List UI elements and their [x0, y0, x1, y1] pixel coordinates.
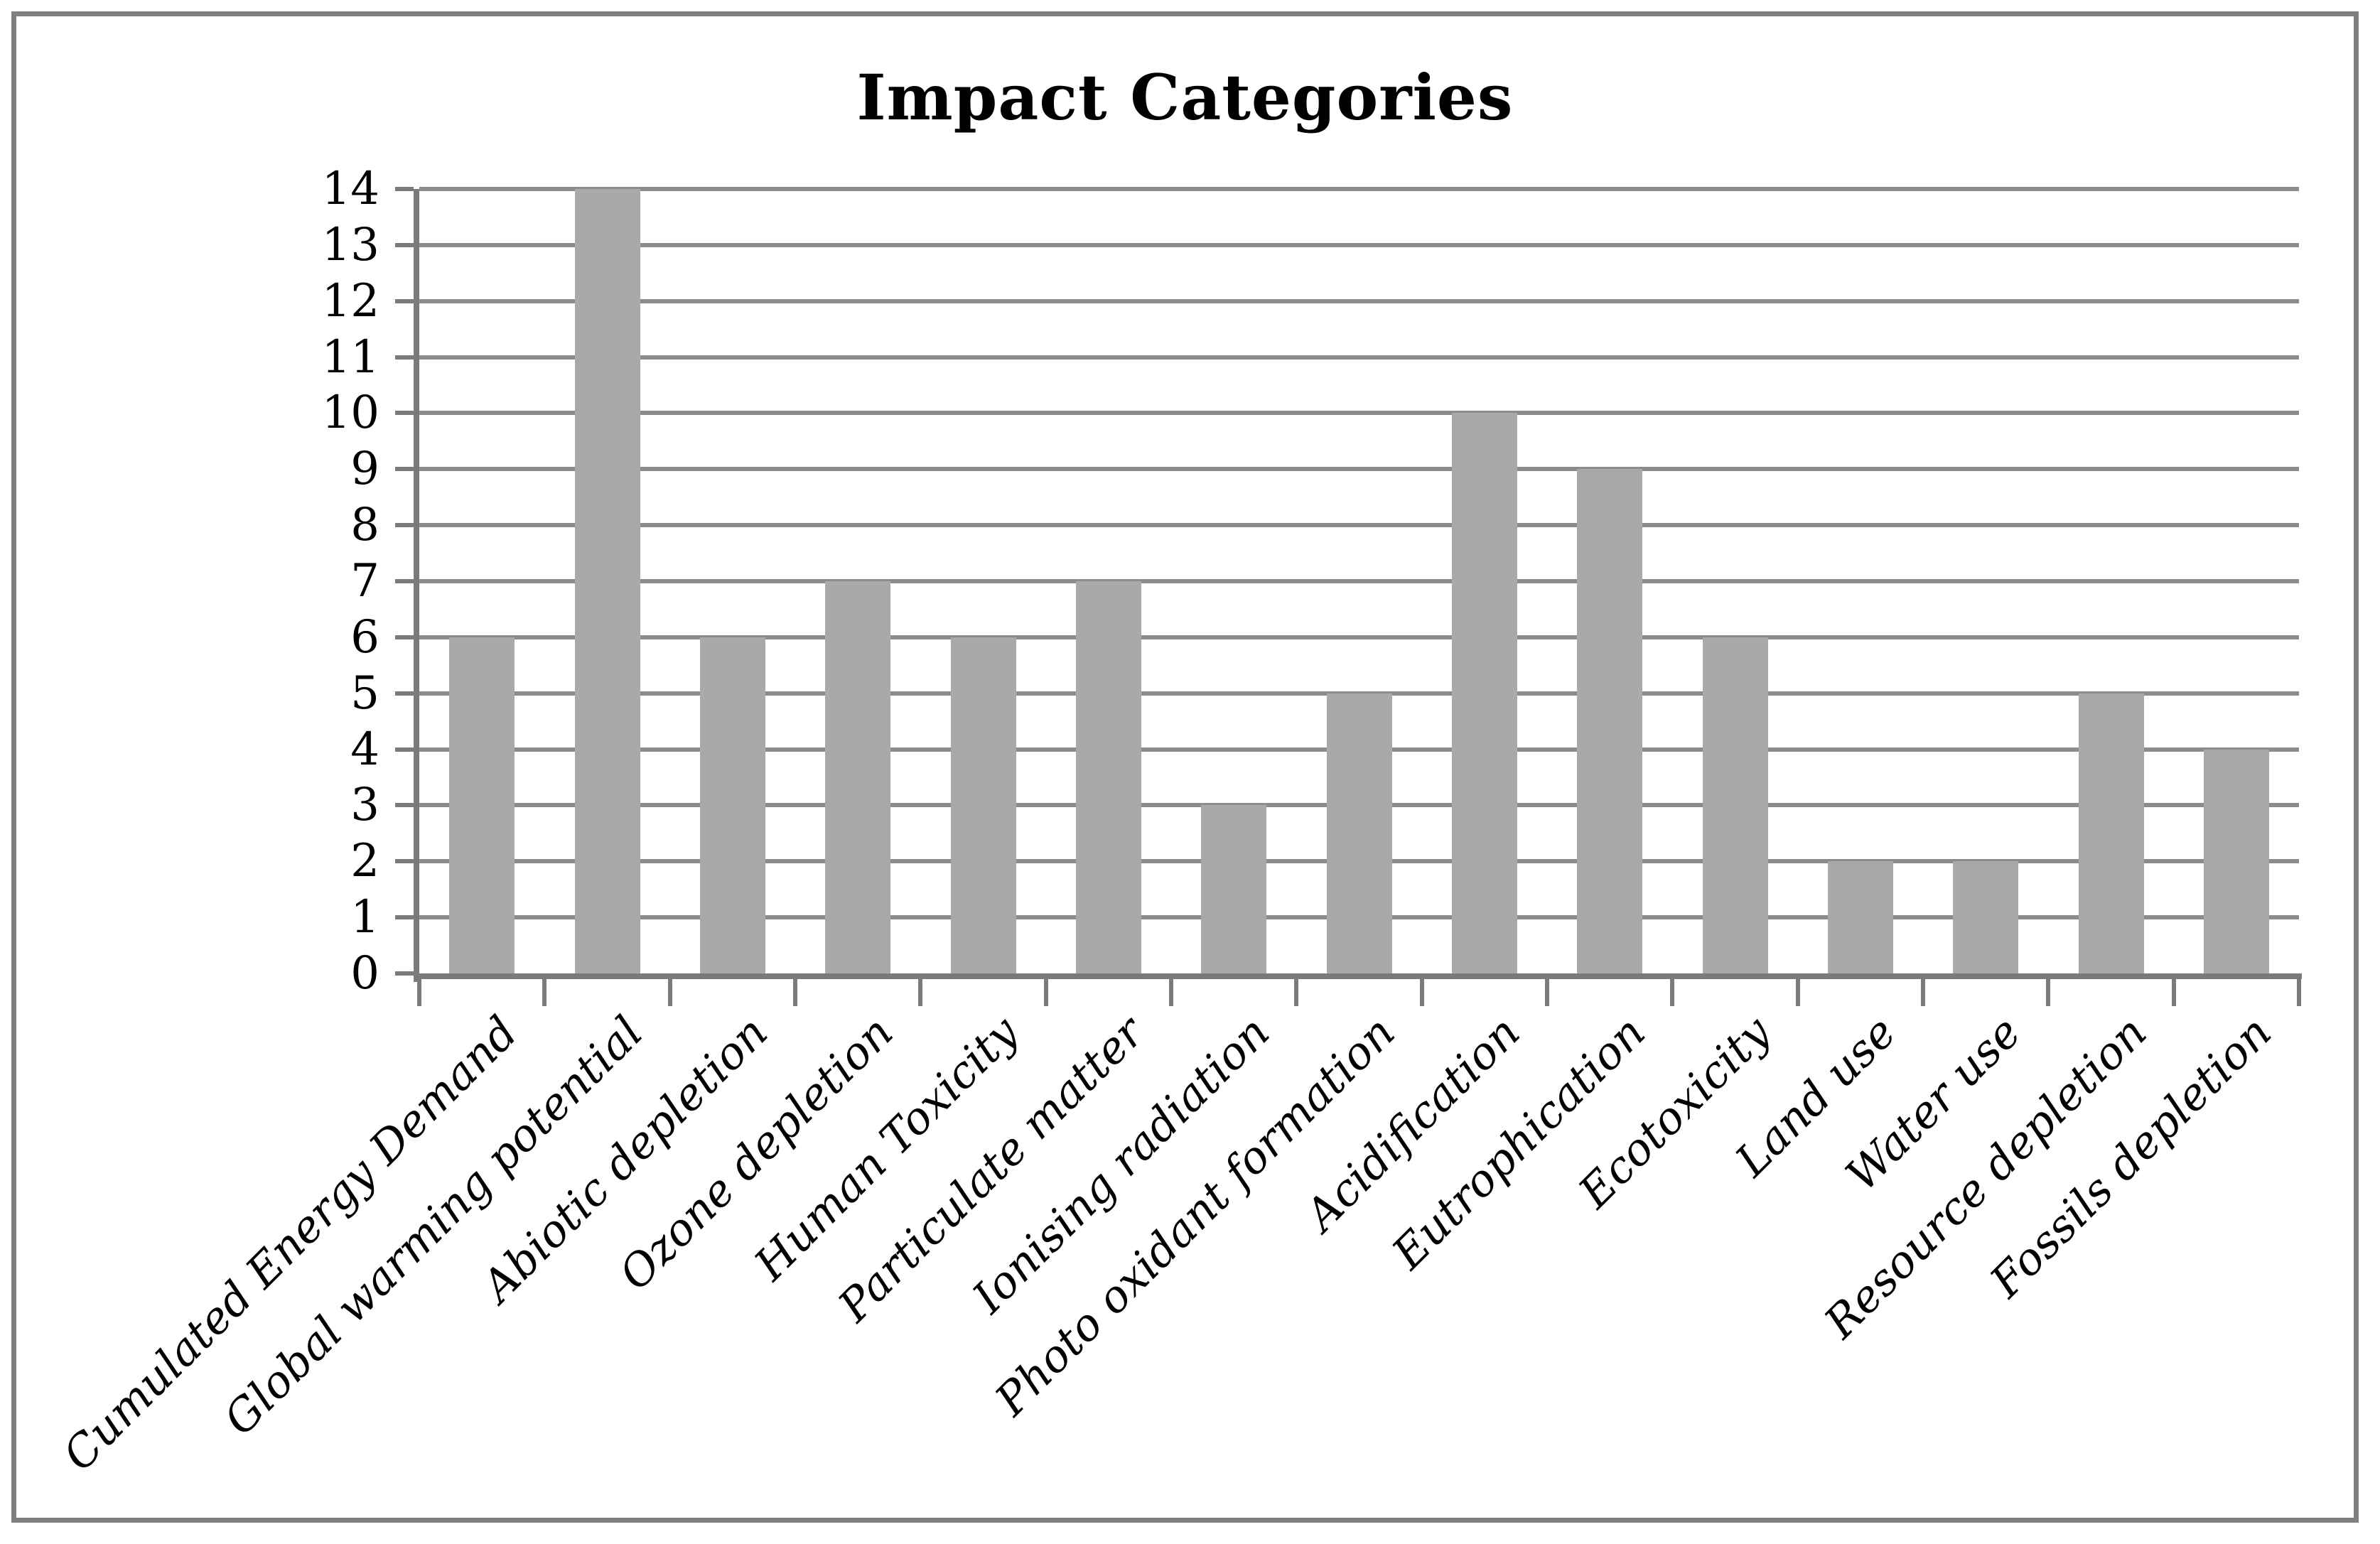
y-tick-7 — [395, 579, 414, 583]
y-tick-9 — [395, 467, 414, 472]
x-tick-15 — [2297, 979, 2301, 1006]
bar-fossils-depletion — [2203, 749, 2269, 973]
x-tick-10 — [1670, 979, 1675, 1006]
bar-particulate-matter — [1075, 581, 1141, 973]
y-tick-1 — [395, 915, 414, 920]
bar-resource-depletion — [2078, 693, 2144, 973]
bar-ozone-depletion — [825, 581, 891, 973]
y-axis-line — [414, 189, 419, 982]
bar-ecotoxicity — [1702, 637, 1768, 973]
gridline-y-11 — [419, 355, 2299, 360]
gridline-y-7 — [419, 579, 2299, 583]
y-tick-2 — [395, 859, 414, 864]
y-axis-label: 10 — [321, 387, 379, 440]
y-tick-12 — [395, 298, 414, 303]
gridline-y-12 — [419, 298, 2299, 303]
y-axis-label: 9 — [350, 443, 379, 496]
y-axis-label: 5 — [350, 666, 379, 720]
x-tick-1 — [542, 979, 547, 1006]
chart-title: Impact Categories — [856, 60, 1514, 134]
bar-ionising-radiation — [1201, 805, 1267, 973]
x-tick-8 — [1419, 979, 1424, 1006]
gridline-y-6 — [419, 635, 2299, 639]
x-tick-4 — [918, 979, 923, 1006]
x-tick-7 — [1294, 979, 1299, 1006]
bar-acidification — [1451, 413, 1517, 973]
y-axis-label: 12 — [321, 274, 379, 328]
x-tick-12 — [1921, 979, 1925, 1006]
gridline-y-10 — [419, 411, 2299, 416]
gridline-y-8 — [419, 523, 2299, 528]
y-axis-label: 8 — [350, 499, 379, 552]
x-axis-label-cumulated-energy-demand: Cumulated Energy Demand — [52, 1006, 527, 1481]
x-axis-line — [414, 973, 2302, 979]
bar-eutrophication — [1577, 469, 1643, 973]
x-tick-13 — [2046, 979, 2051, 1006]
x-tick-9 — [1545, 979, 1549, 1006]
x-axis-label-acidification: Acidification — [1295, 1006, 1530, 1241]
y-tick-3 — [395, 803, 414, 808]
x-tick-11 — [1795, 979, 1800, 1006]
y-axis-label: 13 — [321, 218, 379, 271]
y-axis-label: 1 — [350, 891, 379, 944]
figure-frame: Impact Categories 0 1 2 3 4 5 6 7 8 9 10 11 12 13 14 Cu… — [11, 11, 2359, 1523]
y-tick-14 — [395, 187, 414, 191]
y-tick-8 — [395, 523, 414, 528]
x-tick-2 — [667, 979, 672, 1006]
x-tick-3 — [793, 979, 797, 1006]
bar-land-use — [1827, 861, 1893, 973]
bar-cumulated-energy-demand — [449, 637, 515, 973]
y-tick-5 — [395, 691, 414, 696]
y-axis-label: 3 — [350, 779, 379, 832]
y-axis-label: 0 — [350, 947, 379, 1000]
gridline-y-13 — [419, 242, 2299, 247]
bar-human-toxicity — [950, 637, 1016, 973]
y-axis-label: 2 — [350, 835, 379, 888]
y-axis-label: 7 — [350, 555, 379, 608]
bar-water-use — [1953, 861, 2019, 973]
y-tick-4 — [395, 747, 414, 752]
y-axis-label: 4 — [350, 723, 379, 776]
bar-abiotic-depletion — [699, 637, 765, 973]
y-tick-11 — [395, 355, 414, 360]
x-tick-14 — [2171, 979, 2176, 1006]
x-tick-6 — [1169, 979, 1173, 1006]
y-axis-label: 11 — [321, 330, 379, 384]
y-tick-13 — [395, 242, 414, 247]
y-axis-label: 6 — [350, 610, 379, 664]
gridline-y-9 — [419, 467, 2299, 472]
y-axis-label: 14 — [321, 163, 379, 215]
bar-photo-oxidant-formation — [1326, 693, 1392, 973]
x-tick-5 — [1043, 979, 1048, 1006]
y-tick-6 — [395, 635, 414, 639]
bar-global-warming-potential — [574, 189, 640, 973]
y-tick-0 — [395, 971, 414, 976]
x-tick-0 — [417, 979, 421, 1006]
gridline-y-14 — [419, 187, 2299, 191]
y-tick-10 — [395, 411, 414, 416]
